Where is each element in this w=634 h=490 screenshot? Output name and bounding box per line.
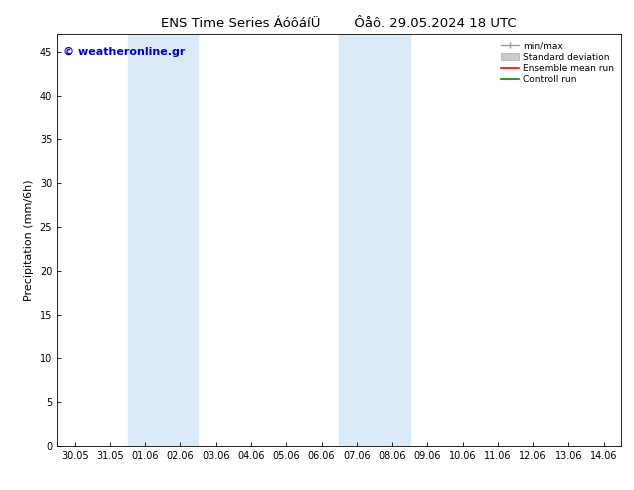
- Bar: [127, 34, 198, 446]
- Y-axis label: Precipitation (mm/6h): Precipitation (mm/6h): [24, 179, 34, 301]
- Title: ENS Time Series ÁóôáíÜ        Ôåô. 29.05.2024 18 UTC: ENS Time Series ÁóôáíÜ Ôåô. 29.05.2024 1…: [162, 17, 517, 30]
- Legend: min/max, Standard deviation, Ensemble mean run, Controll run: min/max, Standard deviation, Ensemble me…: [498, 39, 617, 87]
- Text: © weatheronline.gr: © weatheronline.gr: [63, 47, 185, 57]
- Bar: [339, 34, 410, 446]
